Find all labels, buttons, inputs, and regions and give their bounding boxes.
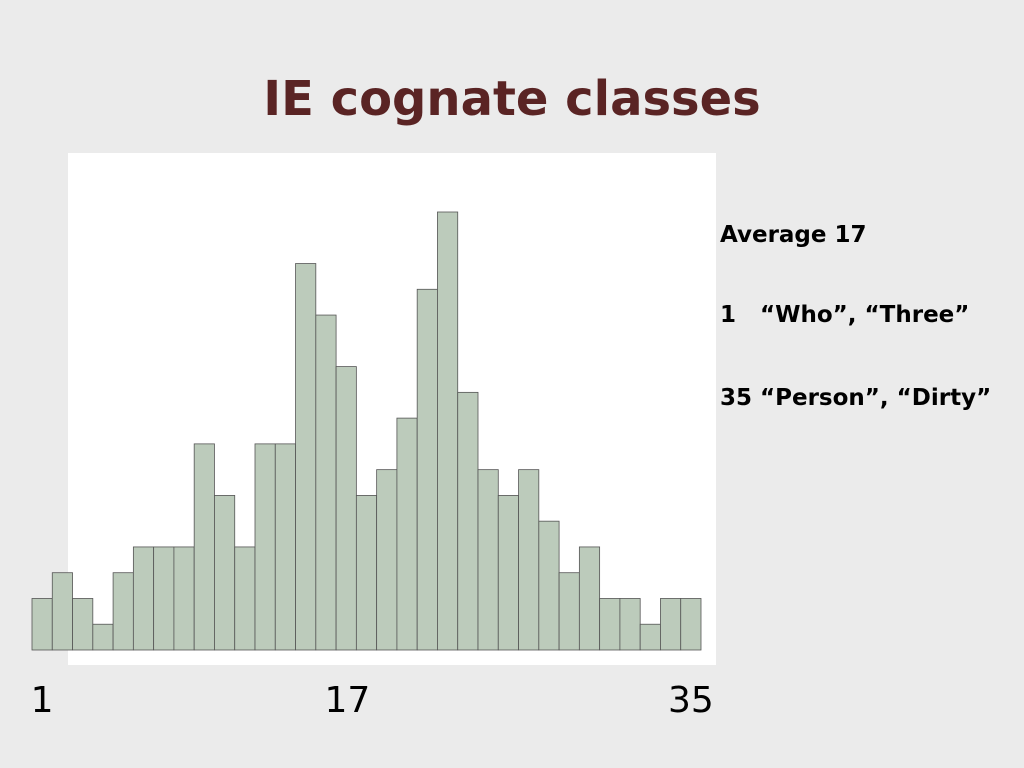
note: 35 “Person”, “Dirty” <box>720 385 991 411</box>
bar <box>396 417 418 651</box>
x-tick-label: 1 <box>31 680 54 721</box>
bar <box>72 598 94 651</box>
bar <box>153 546 175 651</box>
bar <box>355 495 378 651</box>
bar <box>112 572 134 651</box>
bar <box>173 546 195 651</box>
x-tick-label: 35 <box>668 680 714 721</box>
bar <box>376 469 398 651</box>
note: Average 17 <box>720 222 867 248</box>
bar <box>457 391 479 651</box>
bar <box>578 546 601 651</box>
bar <box>477 469 499 651</box>
bar <box>497 495 519 651</box>
bar <box>214 495 236 651</box>
bar <box>518 469 540 651</box>
bar <box>335 366 357 651</box>
bar <box>254 443 276 651</box>
bar <box>31 598 53 651</box>
bar <box>680 598 702 651</box>
bar <box>92 623 114 651</box>
bar <box>660 598 682 651</box>
bar <box>437 211 459 651</box>
bar <box>193 443 215 651</box>
bar <box>558 572 580 651</box>
bar <box>132 546 155 651</box>
bar <box>295 263 317 651</box>
bar <box>619 598 641 651</box>
x-tick-label: 17 <box>325 680 371 721</box>
note: 1 “Who”, “Three” <box>720 302 969 328</box>
bar <box>416 288 438 651</box>
bar <box>315 314 337 651</box>
bar <box>51 572 73 651</box>
bar <box>639 623 661 651</box>
bar <box>538 520 560 651</box>
bar <box>234 546 256 651</box>
bar <box>274 443 296 651</box>
bar <box>599 598 621 651</box>
slide-title: IE cognate classes <box>263 71 760 127</box>
